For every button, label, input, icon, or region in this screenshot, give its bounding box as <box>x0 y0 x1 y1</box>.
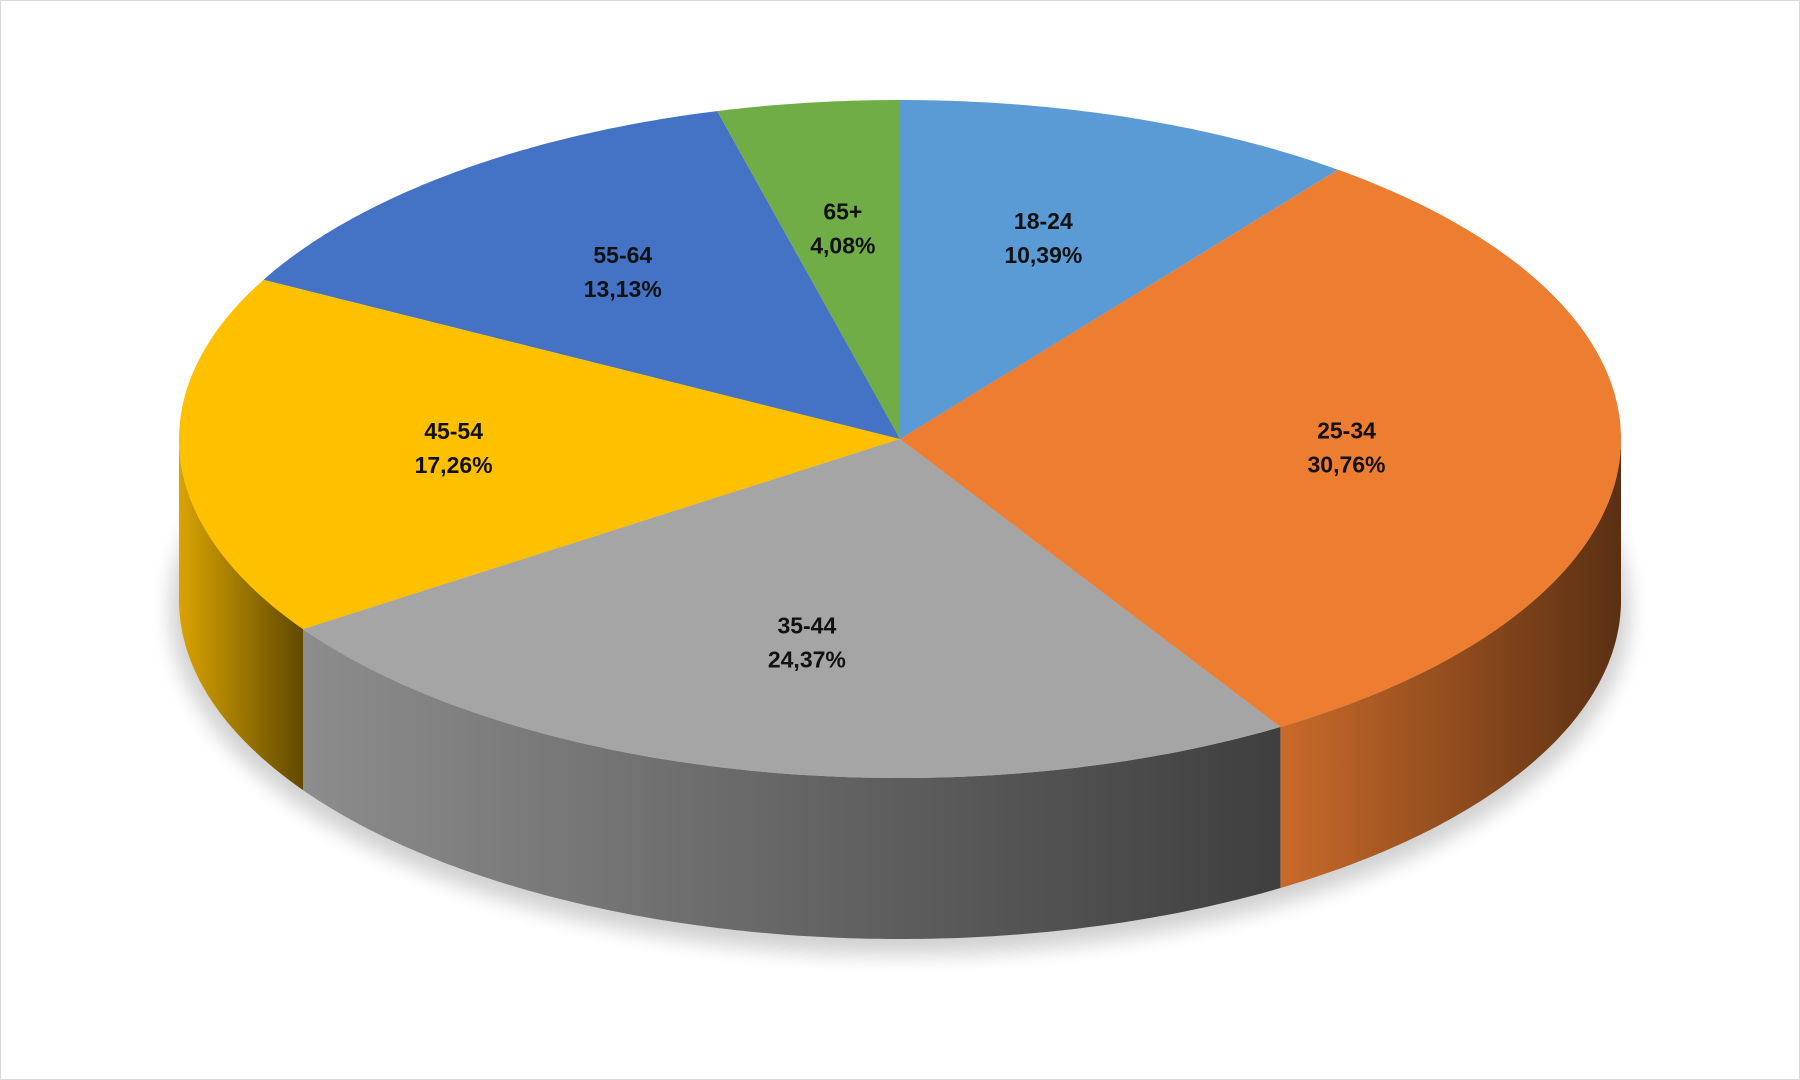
slice-category-label: 45-54 <box>424 418 483 444</box>
slice <box>900 100 1338 439</box>
slice-category-label: 55-64 <box>593 242 652 268</box>
slice <box>717 100 900 439</box>
slice-category-label: 35-44 <box>777 613 836 639</box>
slice-side-shade <box>1280 439 1621 888</box>
slice <box>900 169 1621 727</box>
slice-value-label: 24,37% <box>768 647 846 673</box>
slice-category-label: 25-34 <box>1317 417 1376 443</box>
slice-value-label: 13,13% <box>584 276 662 302</box>
pie-labels: 18-24 10,39% 25-34 30,76% 35-44 24,37% 45-54 17… <box>415 199 1386 673</box>
slice-value-label: 4,08% <box>810 233 875 259</box>
slice <box>303 439 1281 778</box>
slice-side-shade <box>303 629 1281 939</box>
slice-category-label: 18-24 <box>1014 208 1073 234</box>
pie-tops <box>179 100 1621 778</box>
slice <box>179 279 900 630</box>
slice <box>263 111 901 439</box>
slice-value-label: 17,26% <box>415 452 493 478</box>
slice-category-label: 65+ <box>823 199 862 225</box>
slice-value-label: 10,39% <box>1004 242 1082 268</box>
slice-value-label: 30,76% <box>1307 451 1385 477</box>
slice-side-shade <box>179 439 303 791</box>
pie-sides <box>179 439 1621 939</box>
